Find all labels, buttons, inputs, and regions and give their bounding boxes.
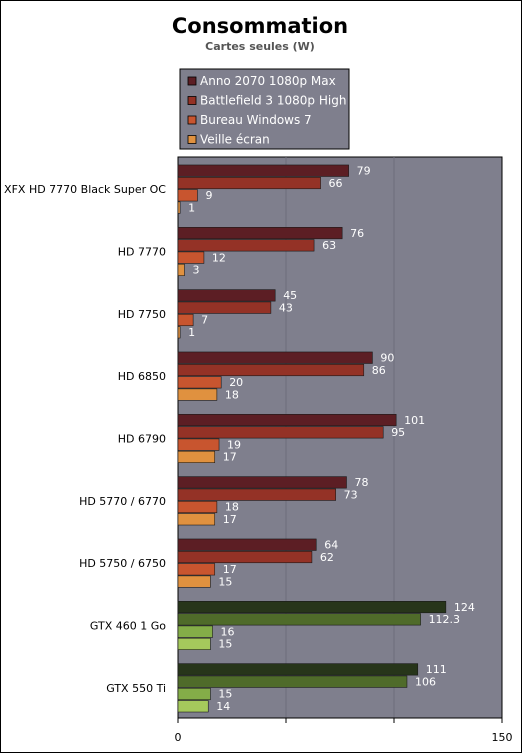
legend-swatch [187,76,197,86]
x-tick-label: 150 [492,731,513,744]
data-label: 106 [415,675,436,688]
data-label: 15 [218,638,232,651]
data-label: 16 [221,625,235,638]
category-label: XFX HD 7770 Black Super OC [4,183,166,196]
bar [177,538,317,551]
bar [177,488,336,501]
data-label: 1 [188,326,195,339]
legend-label: Anno 2070 1080p Max [200,74,336,88]
bar [177,500,218,514]
data-label: 19 [227,438,241,451]
bar [177,388,218,401]
bar [177,326,181,339]
bar [177,513,216,526]
bar [177,600,447,614]
data-label: 73 [344,488,358,501]
category-label: GTX 460 1 Go [90,620,166,633]
legend-swatch [187,96,197,105]
data-label: 90 [380,351,394,364]
data-label: 17 [223,563,237,576]
bar [177,700,209,713]
chart-title: Consommation [172,14,348,38]
legend-label: Bureau Windows 7 [200,113,312,127]
bar [177,227,343,240]
data-label: 95 [391,426,405,439]
category-label: HD 6790 [118,433,166,446]
bar [177,413,397,427]
category-label: GTX 550 Ti [106,682,166,695]
legend-label: Veille écran [200,133,270,147]
data-label: 86 [372,364,386,377]
legend-swatch [187,115,197,125]
category-label: HD 5770 / 6770 [79,495,166,508]
legend-swatch [187,135,197,144]
category-label: HD 5750 / 6750 [79,557,166,570]
chart-subtitle: Cartes seules (W) [205,40,315,53]
data-label: 20 [229,376,243,389]
legend [179,68,350,150]
data-label: 124 [454,601,475,614]
category-label: HD 7750 [118,308,166,321]
data-label: 7 [201,314,208,327]
bar [177,663,419,676]
data-label: 101 [404,414,425,427]
bar [177,164,349,177]
data-label: 12 [212,251,226,264]
bar [177,301,272,314]
data-label: 1 [188,201,195,214]
bar [177,625,213,638]
bar [177,376,222,389]
data-label: 45 [283,289,297,302]
bar [177,550,313,564]
legend-label: Battlefield 3 1080p High [200,94,346,108]
bar [177,575,211,588]
data-label: 112.3 [429,613,461,626]
category-label: HD 7770 [118,246,166,259]
data-label: 15 [218,688,232,701]
data-label: 17 [223,513,237,526]
data-label: 9 [205,189,212,202]
bar [177,176,321,190]
bar [177,363,365,377]
data-label: 43 [279,301,293,314]
bar [177,239,315,252]
bar [177,313,194,327]
bar [177,426,384,439]
bar [177,476,347,489]
data-label: 15 [218,575,232,588]
data-label: 111 [426,663,447,676]
data-label: 76 [350,227,364,240]
data-label: 79 [357,164,371,177]
data-label: 18 [225,501,239,514]
data-label: 66 [329,177,343,190]
bar [177,563,216,576]
bar [177,637,211,651]
data-label: 18 [225,388,239,401]
data-label: 78 [354,476,368,489]
bar [177,613,421,626]
bar [177,438,220,451]
bar [177,201,181,214]
data-label: 64 [324,538,338,551]
bar [177,289,276,302]
bar [177,687,211,701]
bar [177,351,373,364]
x-tick-label: 0 [175,731,182,744]
data-label: 17 [223,451,237,464]
category-label: HD 6850 [118,370,166,383]
data-label: 3 [192,264,199,277]
bar [177,263,185,277]
bar [177,251,205,264]
data-label: 14 [216,700,230,713]
bar [177,675,408,688]
data-label: 62 [320,551,334,564]
data-label: 63 [322,239,336,252]
bar [177,189,198,202]
bar [177,450,216,464]
